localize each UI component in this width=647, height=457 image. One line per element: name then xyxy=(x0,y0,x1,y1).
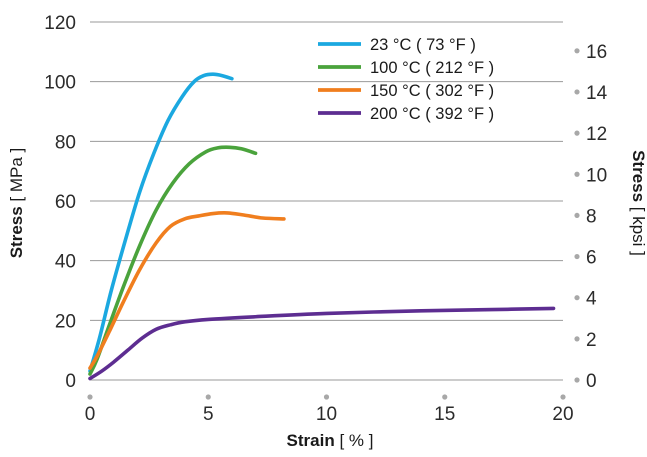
tick-labels: 0 20 40 60 80 100 120 0 2 4 6 8 10 12 14 16 0 5 10 15 20 xyxy=(44,13,607,425)
x-tick-label: 15 xyxy=(434,404,455,425)
x-tick-dot xyxy=(205,394,211,400)
y-axis-title-right: Stress [ kpsi ] xyxy=(629,150,647,256)
legend-label: 200 °C ( 392 °F ) xyxy=(370,105,494,123)
y-right-tick-dot xyxy=(574,253,580,260)
legend: 23 °C ( 73 °F ) 100 °C ( 212 °F ) 150 °C (… xyxy=(318,36,494,123)
y-left-tick-label: 100 xyxy=(44,73,76,94)
y-right-tick-label: 16 xyxy=(586,42,607,63)
legend-label: 100 °C ( 212 °F ) xyxy=(370,59,494,77)
y-axis-title-left: Stress [ MPa ] xyxy=(7,148,26,259)
y-right-tick-label: 8 xyxy=(586,206,597,227)
y-left-tick-label: 80 xyxy=(55,132,76,153)
x-tick-label: 5 xyxy=(203,404,214,425)
x-tick-label: 0 xyxy=(85,404,96,425)
y-right-tick-label: 12 xyxy=(586,124,607,145)
y-right-tick-dot xyxy=(574,295,580,301)
series-line-1 xyxy=(88,72,234,373)
x-tick-label: 20 xyxy=(552,404,573,425)
y-left-tick-label: 60 xyxy=(55,192,76,213)
y-right-tick-dot xyxy=(574,48,580,54)
legend-label: 150 °C ( 302 °F ) xyxy=(370,82,494,100)
x-tick-dot xyxy=(560,394,566,400)
legend-label: 23 °C ( 73 °F ) xyxy=(370,36,476,54)
x-axis-title: Strain [ % ] xyxy=(287,431,374,450)
tick-dots xyxy=(87,48,580,400)
y-right-tick-dot xyxy=(574,171,580,177)
y-right-tick-dot xyxy=(574,336,580,342)
y-right-tick-label: 4 xyxy=(586,289,597,310)
x-tick-label: 10 xyxy=(316,404,337,425)
y-left-tick-label: 0 xyxy=(65,371,76,392)
series-line-3 xyxy=(88,211,286,370)
y-left-tick-label: 120 xyxy=(44,13,76,34)
y-right-tick-label: 6 xyxy=(586,248,597,269)
series-line-2 xyxy=(88,145,258,376)
y-left-tick-label: 20 xyxy=(55,311,76,332)
y-right-tick-label: 2 xyxy=(586,330,597,351)
y-right-tick-dot xyxy=(574,130,580,136)
y-right-tick-dot xyxy=(574,377,580,383)
x-tick-dot xyxy=(442,394,448,400)
y-right-tick-label: 0 xyxy=(586,371,597,392)
grid-lines xyxy=(90,21,563,381)
y-left-tick-label: 40 xyxy=(55,252,76,273)
series-line-4 xyxy=(88,306,556,381)
y-right-tick-dot xyxy=(574,89,580,95)
y-right-tick-dot xyxy=(574,212,580,219)
y-right-tick-label: 14 xyxy=(586,83,608,104)
y-right-tick-label: 10 xyxy=(586,165,607,186)
x-tick-dot xyxy=(323,394,330,400)
series-curves xyxy=(88,72,556,381)
x-tick-dot xyxy=(87,394,93,400)
